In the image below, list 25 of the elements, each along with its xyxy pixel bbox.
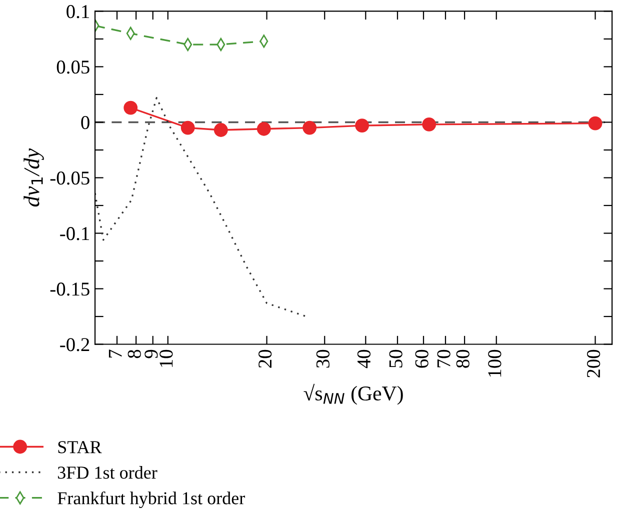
x-tick-label: 200 — [587, 350, 600, 378]
y-tick-label: -0.15 — [50, 282, 90, 296]
x-tick-label: 10 — [160, 350, 173, 367]
x-tick-label: 100 — [488, 350, 502, 377]
x-tick-label: 40 — [357, 350, 371, 368]
y-tick-label: 0 — [81, 116, 90, 130]
y-axis-title: dv$_{1}$/dy — [24, 148, 44, 207]
x-axis-title: √s$_{NN}$ (GeV) — [304, 384, 403, 405]
y-tick-label: 0.1 — [66, 5, 89, 18]
x-tick-label: 8 — [128, 350, 141, 358]
x-tick-label: 9 — [144, 350, 158, 358]
x-tick-label: 20 — [258, 350, 272, 368]
y-tick-label: -0.1 — [60, 227, 89, 240]
legend-label: STAR — [58, 441, 102, 454]
x-tick-label: 50 — [389, 350, 402, 368]
legend-label: Frankfurt hybrid 1st order — [58, 491, 245, 508]
y-tick-label: -0.2 — [60, 338, 90, 352]
legend-label: 3FD 1st order — [58, 466, 158, 479]
y-tick-label: 0.05 — [56, 60, 90, 74]
x-tick-label: 30 — [316, 350, 330, 368]
x-tick-label: 70 — [437, 350, 450, 368]
y-tick-label: -0.05 — [50, 172, 90, 185]
x-tick-label: 60 — [415, 350, 428, 368]
x-tick-label: 7 — [108, 350, 122, 358]
x-tick-label: 80 — [456, 350, 470, 368]
